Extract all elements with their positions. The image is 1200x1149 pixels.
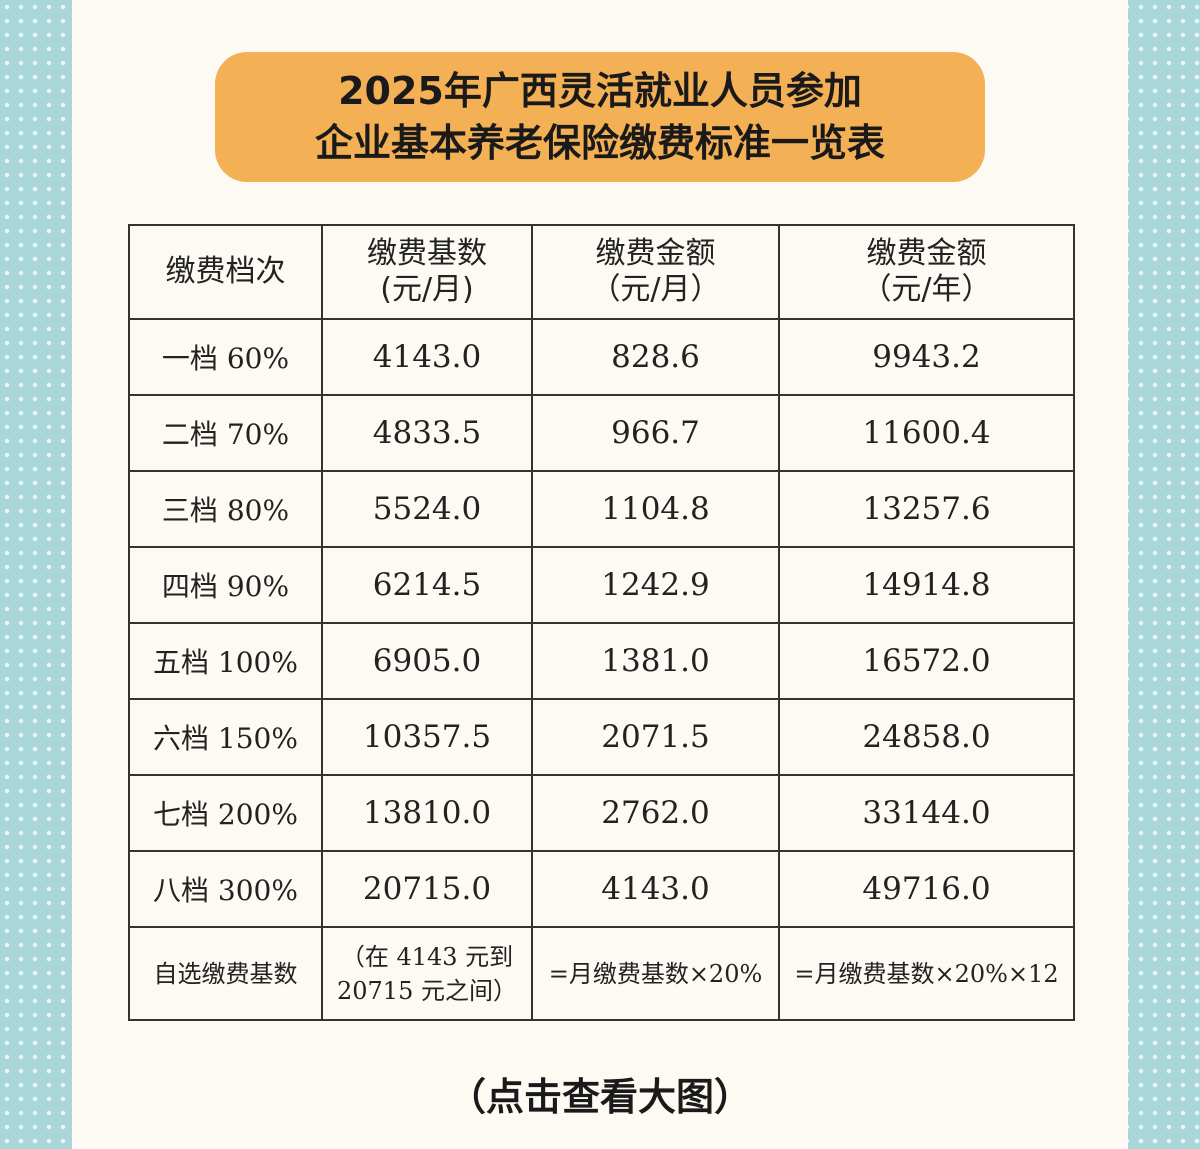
cell-line: 缴费金额 xyxy=(595,236,716,271)
header-row: 缴费档次 缴费基数 (元/月) 缴费金额 （元/月） 缴费金额 （元/年） xyxy=(128,224,1075,320)
table-cell: 33144.0 xyxy=(778,774,1075,852)
table-cell: 4143.0 xyxy=(321,318,533,396)
table-row: 五档 100% 6905.0 1381.0 16572.0 xyxy=(128,622,1075,700)
table-cell: 13810.0 xyxy=(321,774,533,852)
table-cell: 6214.5 xyxy=(321,546,533,624)
table-cell: 828.6 xyxy=(531,318,780,396)
table-row: 四档 90% 6214.5 1242.9 14914.8 xyxy=(128,546,1075,624)
title-line: 2025年广西灵活就业人员参加 xyxy=(338,69,862,113)
cell-line: （在 4143 元到 xyxy=(340,942,514,971)
table-cell: 1381.0 xyxy=(531,622,780,700)
header-cell: 缴费金额 （元/月） xyxy=(531,224,780,320)
table-cell: 八档 300% xyxy=(128,850,323,928)
view-large-link[interactable]: （点击查看大图） xyxy=(447,1075,752,1119)
table-cell: 四档 90% xyxy=(128,546,323,624)
table-row: 自选缴费基数 （在 4143 元到 20715 元之间） =月缴费基数×20% =月缴费… xyxy=(128,926,1075,1021)
table-row: 一档 60% 4143.0 828.6 9943.2 xyxy=(128,318,1075,396)
table-cell: =月缴费基数×20% xyxy=(531,926,780,1021)
table-cell: 10357.5 xyxy=(321,698,533,776)
table-cell: 4833.5 xyxy=(321,394,533,472)
table-cell: 七档 200% xyxy=(128,774,323,852)
cell-line: (元/月) xyxy=(380,272,474,307)
table-row: 二档 70% 4833.5 966.7 11600.4 xyxy=(128,394,1075,472)
title-banner: 2025年广西灵活就业人员参加 企业基本养老保险缴费标准一览表 xyxy=(215,52,985,182)
table-row: 六档 150% 10357.5 2071.5 24858.0 xyxy=(128,698,1075,776)
table-cell: 2071.5 xyxy=(531,698,780,776)
table-row: 八档 300% 20715.0 4143.0 49716.0 xyxy=(128,850,1075,928)
table-cell: 三档 80% xyxy=(128,470,323,548)
table-cell: 五档 100% xyxy=(128,622,323,700)
contribution-table: 缴费档次 缴费基数 (元/月) 缴费金额 （元/月） 缴费金额 （元/年） 一档 60% 41… xyxy=(128,224,1075,1021)
table-cell: 一档 60% xyxy=(128,318,323,396)
table-cell: 49716.0 xyxy=(778,850,1075,928)
cell-line: 20715 元之间） xyxy=(337,976,517,1005)
table-cell: 4143.0 xyxy=(531,850,780,928)
header-cell: 缴费金额 （元/年） xyxy=(778,224,1075,320)
table-cell: 六档 150% xyxy=(128,698,323,776)
table-cell: =月缴费基数×20%×12 xyxy=(778,926,1075,1021)
table-cell: 5524.0 xyxy=(321,470,533,548)
panel: 2025年广西灵活就业人员参加 企业基本养老保险缴费标准一览表 缴费档次 缴费基数… xyxy=(72,0,1128,1149)
cell-line: 缴费金额 xyxy=(866,236,987,271)
table-cell: 6905.0 xyxy=(321,622,533,700)
table-row: 七档 200% 13810.0 2762.0 33144.0 xyxy=(128,774,1075,852)
table-cell: 自选缴费基数 xyxy=(128,926,323,1021)
header-cell: 缴费档次 xyxy=(128,224,323,320)
table-cell: 20715.0 xyxy=(321,850,533,928)
table-cell: 9943.2 xyxy=(778,318,1075,396)
table-cell: 2762.0 xyxy=(531,774,780,852)
table-cell: 14914.8 xyxy=(778,546,1075,624)
table-row: 三档 80% 5524.0 1104.8 13257.6 xyxy=(128,470,1075,548)
cell-line: （元/年） xyxy=(861,272,992,307)
cell-line: 缴费基数 xyxy=(367,236,487,271)
table-cell: 11600.4 xyxy=(778,394,1075,472)
table-cell: 1104.8 xyxy=(531,470,780,548)
title-line: 企业基本养老保险缴费标准一览表 xyxy=(314,121,885,165)
table-cell: 16572.0 xyxy=(778,622,1075,700)
table-cell: 二档 70% xyxy=(128,394,323,472)
table-cell: 966.7 xyxy=(531,394,780,472)
table-cell: 24858.0 xyxy=(778,698,1075,776)
header-cell: 缴费基数 (元/月) xyxy=(321,224,533,320)
table-cell: 13257.6 xyxy=(778,470,1075,548)
table-cell: 1242.9 xyxy=(531,546,780,624)
table-cell: （在 4143 元到 20715 元之间） xyxy=(321,926,533,1021)
cell-line: （元/月） xyxy=(590,272,721,307)
cell-line: 缴费档次 xyxy=(165,254,286,289)
